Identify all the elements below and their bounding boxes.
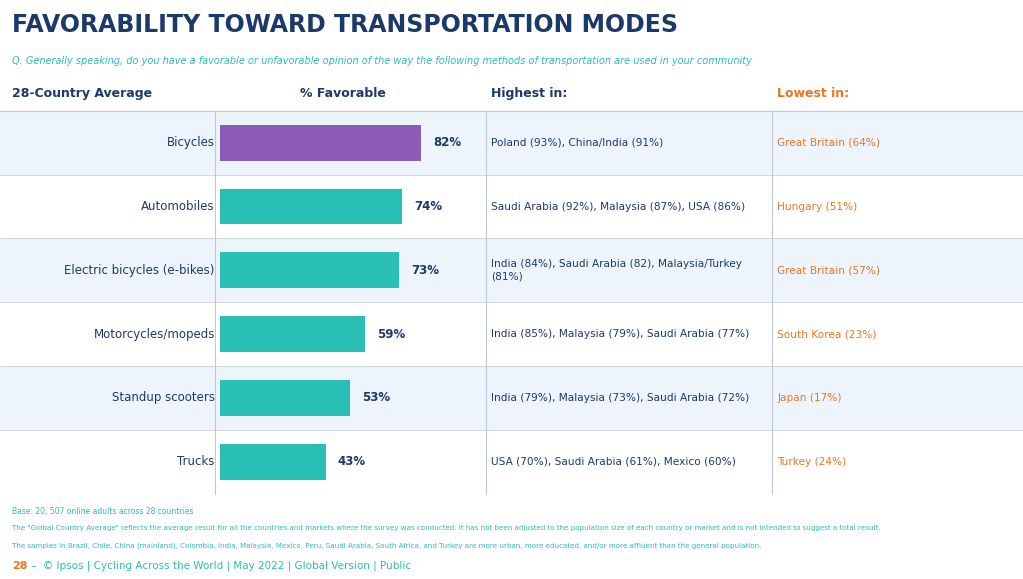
Text: –  © Ipsos | Cycling Across the World | May 2022 | Global Version | Public: – © Ipsos | Cycling Across the World | M… <box>29 561 411 571</box>
Text: 43%: 43% <box>338 455 366 468</box>
Bar <box>0 111 1023 175</box>
Text: Turkey (24%): Turkey (24%) <box>777 457 847 467</box>
Bar <box>220 316 365 352</box>
Text: The "Global Country Average" reflects the average result for all the countries a: The "Global Country Average" reflects th… <box>12 525 881 531</box>
Bar <box>220 125 421 160</box>
Text: India (79%), Malaysia (73%), Saudi Arabia (72%): India (79%), Malaysia (73%), Saudi Arabi… <box>491 393 749 403</box>
Text: India (84%), Saudi Arabia (82), Malaysia/Turkey
(81%): India (84%), Saudi Arabia (82), Malaysia… <box>491 259 742 282</box>
Bar <box>0 366 1023 430</box>
Text: Automobiles: Automobiles <box>141 200 215 213</box>
Text: 74%: 74% <box>414 200 442 213</box>
Text: 59%: 59% <box>377 328 405 340</box>
Text: Great Britain (64%): Great Britain (64%) <box>777 138 881 148</box>
Text: Japan (17%): Japan (17%) <box>777 393 842 403</box>
Bar <box>220 252 399 288</box>
Text: Saudi Arabia (92%), Malaysia (87%), USA (86%): Saudi Arabia (92%), Malaysia (87%), USA … <box>491 201 745 211</box>
Text: Ipsos: Ipsos <box>948 532 993 547</box>
Bar <box>220 444 325 479</box>
Text: 28-Country Average: 28-Country Average <box>12 87 152 100</box>
Text: Trucks: Trucks <box>177 455 215 468</box>
Text: Bicycles: Bicycles <box>167 136 215 149</box>
Text: FAVORABILITY TOWARD TRANSPORTATION MODES: FAVORABILITY TOWARD TRANSPORTATION MODES <box>12 13 678 36</box>
Bar <box>220 189 402 225</box>
Text: The samples in Brazil, Chile, China (mainland), Colombia, India, Malaysia, Mexic: The samples in Brazil, Chile, China (mai… <box>12 542 762 549</box>
Text: 28: 28 <box>12 562 28 571</box>
Text: 82%: 82% <box>434 136 461 149</box>
Text: Electric bicycles (e-bikes): Electric bicycles (e-bikes) <box>64 264 215 277</box>
Text: Great Britain (57%): Great Britain (57%) <box>777 265 881 276</box>
Text: Poland (93%), China/India (91%): Poland (93%), China/India (91%) <box>491 138 663 148</box>
Text: Q. Generally speaking, do you have a favorable or unfavorable opinion of the way: Q. Generally speaking, do you have a fav… <box>12 56 752 67</box>
Text: Lowest in:: Lowest in: <box>777 87 850 100</box>
Text: Standup scooters: Standup scooters <box>112 391 215 405</box>
Text: 73%: 73% <box>411 264 440 277</box>
Bar <box>220 380 350 416</box>
Bar <box>0 239 1023 302</box>
Text: Motorcycles/mopeds: Motorcycles/mopeds <box>93 328 215 340</box>
Text: % Favorable: % Favorable <box>300 87 386 100</box>
Text: Highest in:: Highest in: <box>491 87 568 100</box>
Text: 53%: 53% <box>362 391 391 405</box>
Text: USA (70%), Saudi Arabia (61%), Mexico (60%): USA (70%), Saudi Arabia (61%), Mexico (6… <box>491 457 736 467</box>
Text: Base: 20, 507 online adults across 28 countries: Base: 20, 507 online adults across 28 co… <box>12 507 193 516</box>
Text: Hungary (51%): Hungary (51%) <box>777 201 857 211</box>
Text: South Korea (23%): South Korea (23%) <box>777 329 877 339</box>
Text: India (85%), Malaysia (79%), Saudi Arabia (77%): India (85%), Malaysia (79%), Saudi Arabi… <box>491 329 749 339</box>
